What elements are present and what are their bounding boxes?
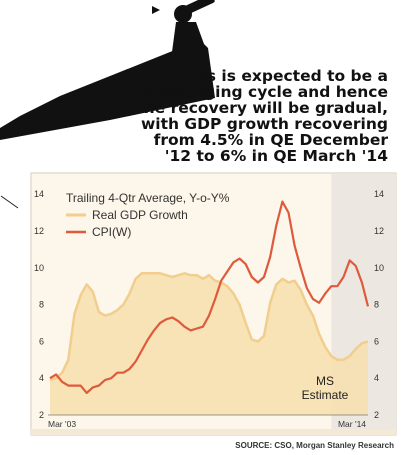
series-line-gdp <box>49 272 369 382</box>
y-tick-label-left: 2 <box>39 410 44 420</box>
chart-bottom-strip <box>31 429 396 435</box>
callout-line-1: This is expected to be a <box>180 67 388 85</box>
callout-line-3: the recovery will be gradual, <box>136 99 388 117</box>
x-tick-label-end: Mar '14 <box>338 419 366 429</box>
y-tick-label-right: 2 <box>374 410 379 420</box>
hill-shape <box>0 40 215 140</box>
callout-line-6: '12 to 6% in QE March '14 <box>165 147 388 165</box>
series-area-gdp <box>50 273 368 415</box>
y-tick-label-right: 4 <box>374 373 379 383</box>
x-tick-label-start: Mar '03 <box>48 419 76 429</box>
y-tick-label-left: 10 <box>34 263 44 273</box>
y-axis-left: 2 4 6 8 10 12 14 <box>34 189 44 420</box>
estimate-label-line-2: Estimate <box>302 388 349 402</box>
source-note: SOURCE: CSO, Morgan Stanley Research <box>235 441 394 450</box>
callout-line-5: from 4.5% in QE December <box>154 131 389 149</box>
callout-line-4: with GDP growth recovering <box>141 115 388 133</box>
plot-area <box>49 200 370 415</box>
y-tick-label-left: 14 <box>34 189 44 199</box>
y-axis-right: 2 4 6 8 10 12 14 <box>374 189 384 420</box>
figure-body <box>172 22 204 52</box>
illustration <box>0 0 215 140</box>
y-tick-label-left: 4 <box>39 373 44 383</box>
telescope-icon <box>184 0 215 14</box>
legend-label-gdp: Real GDP Growth <box>92 208 188 222</box>
y-tick-label-right: 12 <box>374 226 384 236</box>
y-tick-label-left: 6 <box>39 336 44 346</box>
callout-text: This is expected to be a challenging cyc… <box>136 67 388 165</box>
y-tick-label-right: 10 <box>374 263 384 273</box>
flag-icon <box>150 6 160 40</box>
y-tick-label-right: 8 <box>374 300 379 310</box>
y-tick-label-left: 8 <box>39 300 44 310</box>
y-tick-label-right: 6 <box>374 336 379 346</box>
y-tick-label-right: 14 <box>374 189 384 199</box>
estimate-label-line-1: MS <box>316 374 334 388</box>
series-line-cpi <box>49 200 370 394</box>
y-tick-label-left: 12 <box>34 226 44 236</box>
legend-label-cpi: CPI(W) <box>92 225 131 239</box>
chart-title: Trailing 4-Qtr Average, Y-o-Y% <box>66 191 230 205</box>
callout-pointer <box>0 195 19 209</box>
callout-line-2: challenging cycle and hence <box>141 83 388 101</box>
